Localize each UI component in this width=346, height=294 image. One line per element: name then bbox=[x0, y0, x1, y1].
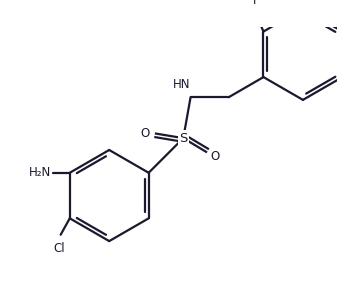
Text: F: F bbox=[253, 0, 260, 7]
Text: H₂N: H₂N bbox=[29, 166, 52, 179]
Text: HN: HN bbox=[173, 78, 190, 91]
Text: Cl: Cl bbox=[53, 242, 65, 255]
Text: O: O bbox=[211, 150, 220, 163]
Text: S: S bbox=[179, 132, 188, 145]
Text: O: O bbox=[140, 127, 150, 140]
